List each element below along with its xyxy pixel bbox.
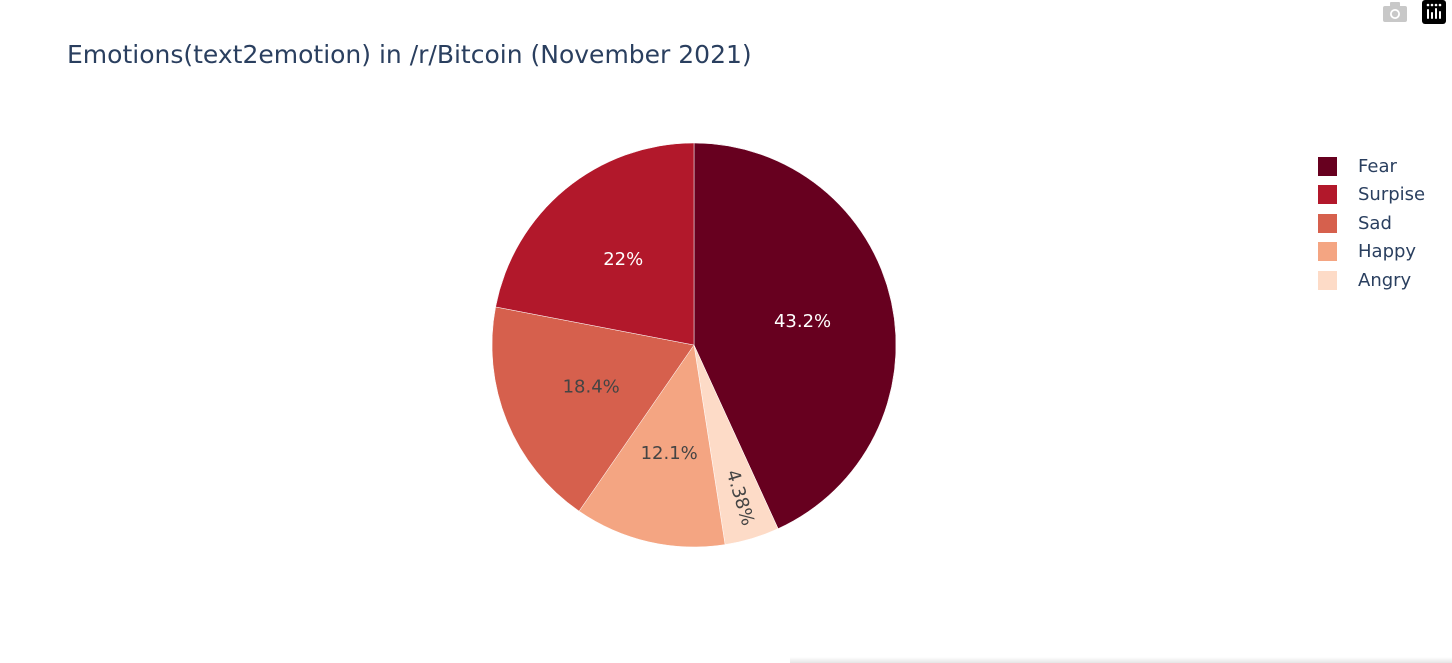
legend-item-happy[interactable]: Happy bbox=[1318, 238, 1425, 267]
pie-labels: 43.2%4.38%12.1%18.4%22% bbox=[563, 249, 832, 528]
legend-label: Fear bbox=[1358, 155, 1397, 177]
pie-label-happy: 12.1% bbox=[641, 443, 698, 464]
legend-label: Sad bbox=[1358, 212, 1392, 234]
legend-label: Happy bbox=[1358, 241, 1417, 263]
legend-swatch bbox=[1318, 185, 1337, 205]
pie-slices bbox=[491, 142, 897, 548]
pie-label-sad: 18.4% bbox=[563, 377, 620, 398]
legend-swatch bbox=[1318, 242, 1337, 262]
pie-slice-surpise[interactable] bbox=[495, 142, 695, 346]
chart-title: Emotions(text2emotion) in /r/Bitcoin (No… bbox=[67, 40, 752, 69]
legend-item-surpise[interactable]: Surpise bbox=[1318, 181, 1425, 210]
legend-swatch bbox=[1318, 213, 1337, 233]
legend-label: Angry bbox=[1358, 269, 1412, 291]
camera-icon[interactable] bbox=[1382, 1, 1408, 27]
legend-item-angry[interactable]: Angry bbox=[1318, 266, 1425, 295]
legend: Fear Surpise Sad Happy Angry bbox=[1318, 152, 1425, 295]
pie-label-fear: 43.2% bbox=[774, 311, 831, 332]
pie-slice-happy[interactable] bbox=[578, 344, 726, 548]
legend-item-fear[interactable]: Fear bbox=[1318, 152, 1425, 181]
plotly-logo-icon[interactable] bbox=[1422, 0, 1446, 28]
pie-slice-sad[interactable] bbox=[491, 306, 695, 512]
legend-swatch bbox=[1318, 270, 1337, 290]
bottom-scroll-shadow bbox=[790, 657, 1452, 663]
legend-label: Surpise bbox=[1358, 184, 1426, 206]
legend-swatch bbox=[1318, 156, 1337, 176]
legend-item-sad[interactable]: Sad bbox=[1318, 209, 1425, 238]
modebar-toolbar bbox=[1368, 0, 1446, 28]
pie-label-surpise: 22% bbox=[603, 249, 643, 270]
pie-slice-fear[interactable] bbox=[693, 142, 897, 529]
